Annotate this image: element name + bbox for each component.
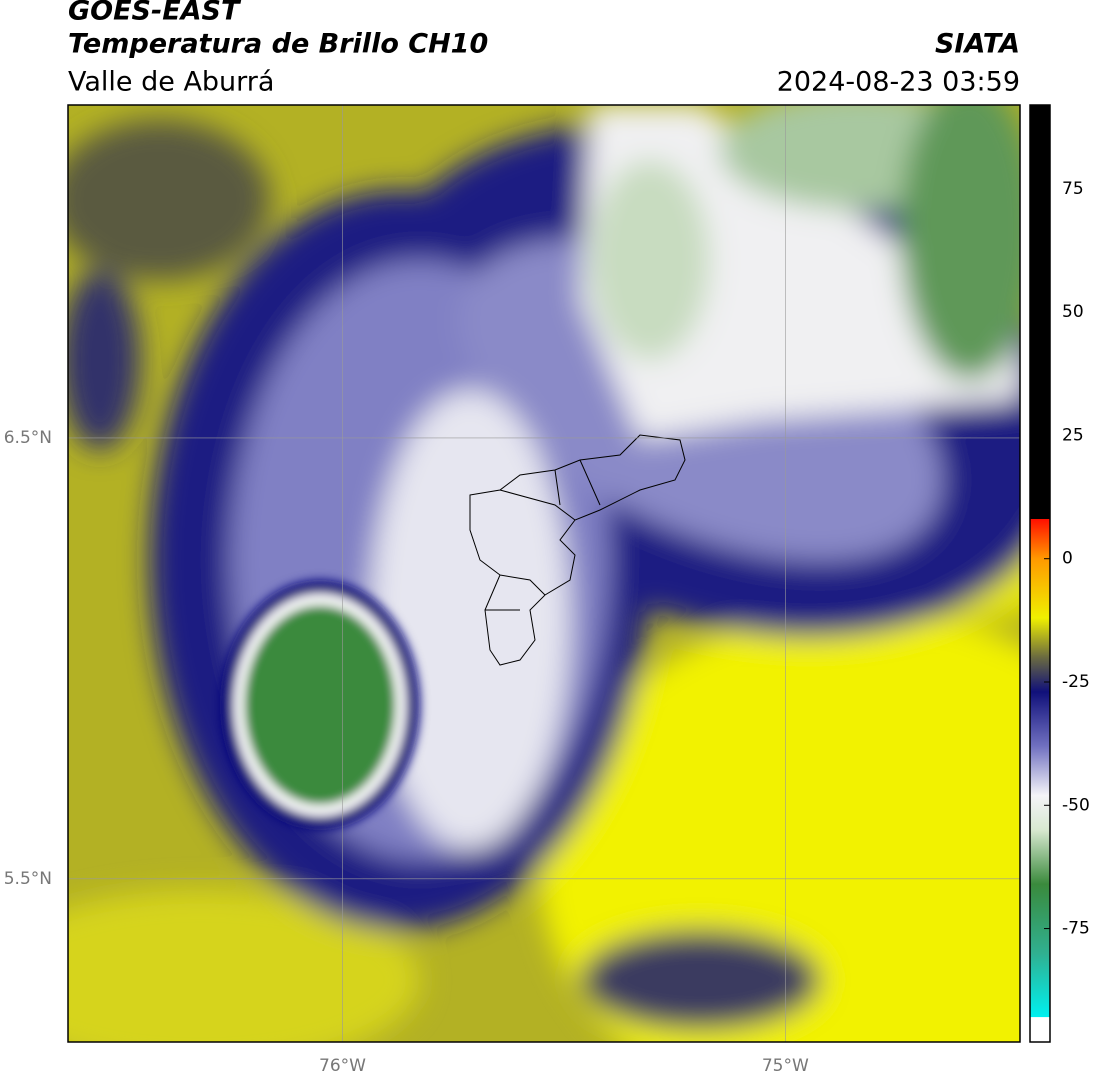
subtitle: Temperatura de Brillo CH10 (68, 29, 488, 60)
map-frame (67, 104, 1021, 1043)
x-tick-label: 75°W (762, 1056, 809, 1076)
title: GOES-EAST (68, 0, 242, 27)
region: Valle de Aburrá (68, 67, 274, 98)
datetime: 2024-08-23 03:59 (777, 67, 1020, 98)
satellite-image (68, 105, 1020, 1042)
colorbar-tick-label: 50 (1062, 302, 1084, 322)
colorbar-tick-label: -25 (1062, 672, 1090, 692)
y-tick-label: 6.5°N (4, 428, 52, 448)
basin-outline (469, 434, 686, 666)
colorbar-tick-label: 25 (1062, 425, 1084, 445)
colorbar (1029, 104, 1051, 1043)
colorbar-tick-label: 75 (1062, 179, 1084, 199)
x-tick-label: 76°W (319, 1056, 366, 1076)
colorbar-tick-label: -50 (1062, 795, 1090, 815)
source: SIATA (935, 29, 1020, 60)
y-tick-label: 5.5°N (4, 869, 52, 889)
colorbar-tick-label: 0 (1062, 549, 1073, 569)
colorbar-tick-label: -75 (1062, 919, 1090, 939)
